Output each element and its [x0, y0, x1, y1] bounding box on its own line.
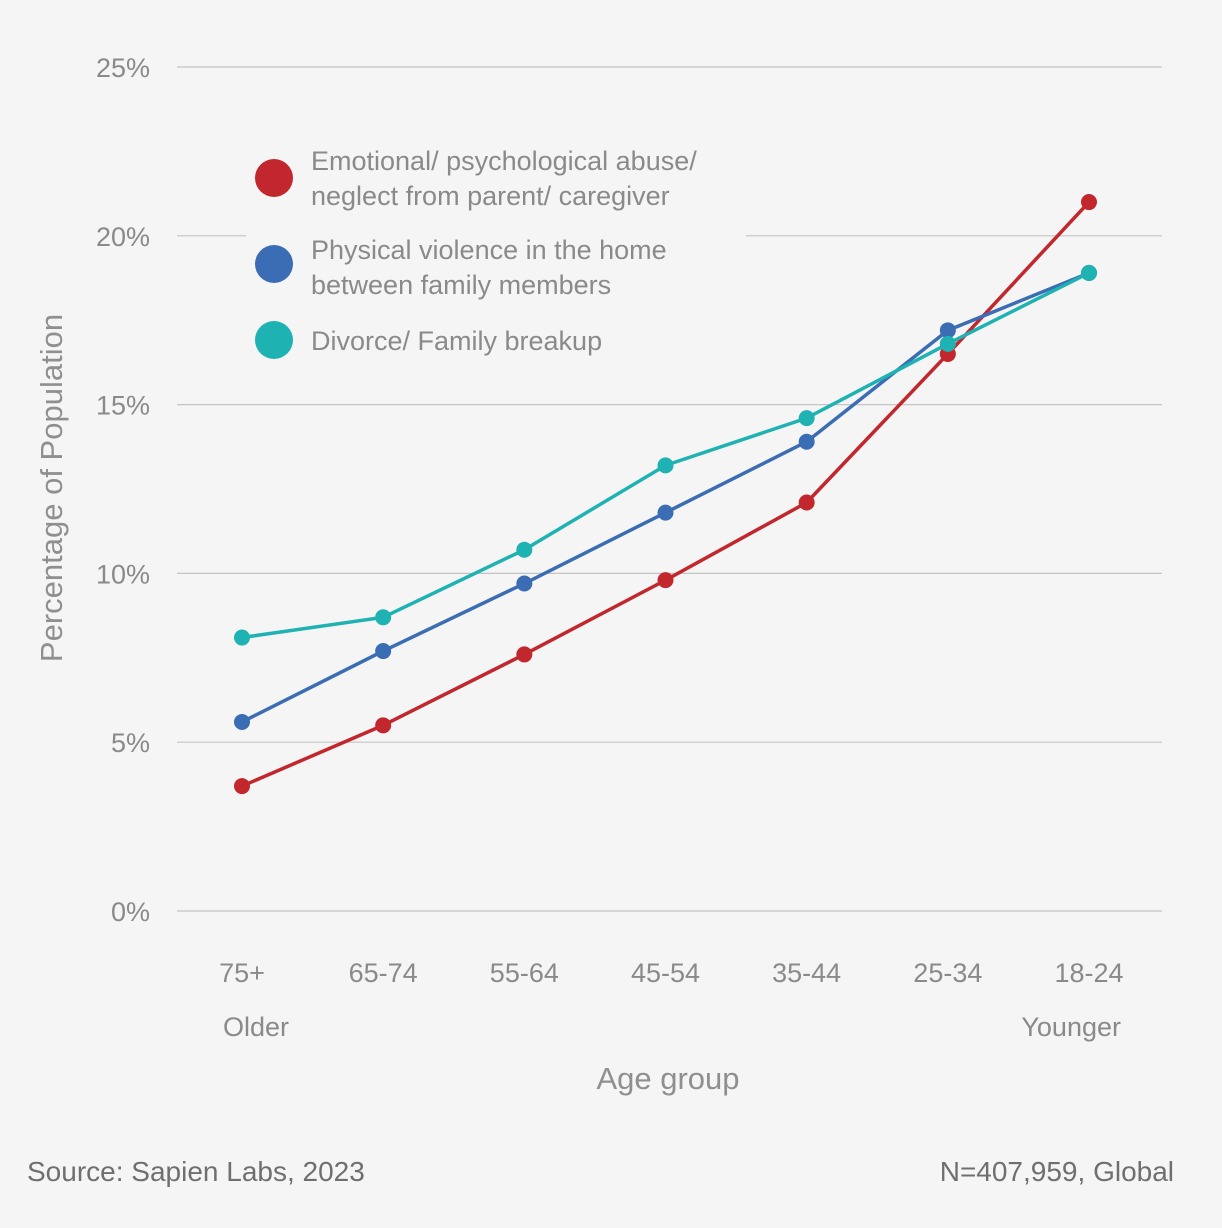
legend-item-3: Divorce/ Family breakup	[255, 321, 602, 359]
x-tick-label: 55-64	[490, 958, 559, 988]
sample-size-note: N=407,959, Global	[939, 1156, 1174, 1187]
y-tick-label: 15%	[96, 391, 150, 421]
x-axis-ticks: 75+ 65-74 55-64 45-54 35-44 25-34 18-24 Older Yo…	[219, 958, 1123, 1042]
data-point	[798, 433, 815, 450]
series-1	[234, 194, 1097, 795]
legend-marker	[255, 245, 293, 283]
y-tick-label: 25%	[96, 53, 150, 83]
legend-marker	[255, 321, 293, 359]
data-point	[375, 717, 392, 734]
data-point	[516, 646, 533, 663]
y-tick-label: 20%	[96, 222, 150, 252]
data-point	[798, 410, 815, 427]
legend-label: Divorce/ Family breakup	[311, 326, 602, 356]
data-point	[516, 541, 533, 558]
x-tick-label: 75+	[219, 958, 265, 988]
data-point	[516, 575, 533, 592]
y-tick-label: 10%	[96, 559, 150, 589]
y-tick-label: 0%	[111, 897, 150, 927]
data-point	[1081, 194, 1097, 211]
legend-label: neglect from parent/ caregiver	[311, 181, 670, 211]
data-point	[1081, 264, 1097, 281]
legend: Emotional/ psychological abuse/neglect f…	[246, 130, 746, 370]
x-tick-label: 65-74	[349, 958, 418, 988]
x-tick-label: 45-54	[631, 958, 700, 988]
data-point	[234, 713, 250, 730]
data-point	[234, 778, 250, 795]
x-axis-title: Age group	[596, 1061, 739, 1096]
legend-item-2: Physical violence in the home between fam…	[255, 235, 667, 300]
legend-label: Physical violence in the home	[311, 235, 667, 265]
data-point	[657, 572, 674, 589]
data-point	[234, 629, 250, 646]
x-sub-label-older: Older	[223, 1012, 289, 1042]
x-tick-label: 35-44	[772, 958, 841, 988]
legend-label: Emotional/ psychological abuse/	[311, 146, 697, 176]
x-sub-label-younger: Younger	[1021, 1012, 1121, 1042]
series-3	[234, 264, 1097, 646]
source-note: Source: Sapien Labs, 2023	[27, 1156, 365, 1187]
data-point	[657, 457, 674, 474]
y-axis-title: Percentage of Population	[34, 314, 69, 662]
y-tick-label: 5%	[111, 728, 150, 758]
data-point	[939, 335, 956, 352]
data-point	[798, 494, 815, 511]
legend-item-1: Emotional/ psychological abuse/neglect f…	[255, 146, 697, 211]
x-tick-label: 25-34	[913, 958, 982, 988]
data-point	[375, 609, 392, 626]
data-point	[939, 322, 956, 339]
data-point	[375, 643, 392, 660]
legend-background	[246, 130, 746, 370]
y-axis-ticks: 0% 5% 10% 15% 20% 25%	[96, 53, 150, 927]
x-tick-label: 18-24	[1054, 958, 1123, 988]
data-point	[657, 504, 674, 521]
legend-marker	[255, 159, 293, 197]
series-lines	[234, 194, 1097, 795]
legend-label: between family members	[311, 270, 611, 300]
